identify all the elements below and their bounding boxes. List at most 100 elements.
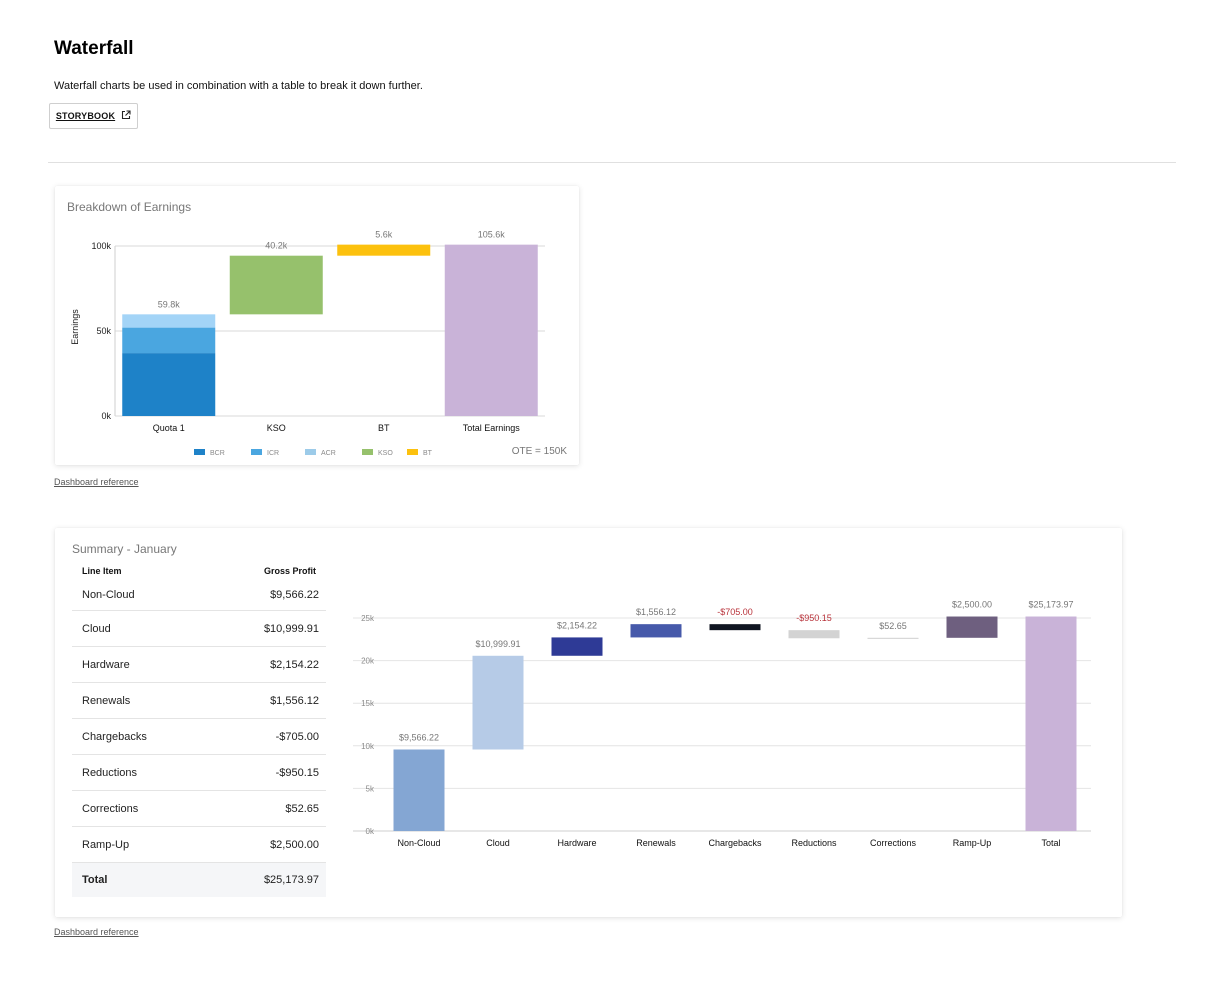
table-row: Cloud $10,999.91 xyxy=(72,611,326,647)
earnings-breakdown-card: Breakdown of Earnings Earnings OTE = 150… xyxy=(55,186,579,465)
bar-segment-icr xyxy=(122,327,216,354)
x-tick-label: Non-Cloud xyxy=(397,838,440,848)
storybook-label: STORYBOOK xyxy=(55,111,116,121)
gross-profit-cell: -$705.00 xyxy=(275,730,319,743)
x-tick-label: Renewals xyxy=(636,838,676,848)
bar-value-label: $52.65 xyxy=(879,621,907,631)
x-tick-label: BT xyxy=(378,423,390,433)
y-axis-title: Earnings xyxy=(70,309,80,345)
y-tick-label: 20k xyxy=(361,657,375,666)
table-header: Line Item Gross Profit xyxy=(72,566,326,580)
x-tick-label: Total xyxy=(1041,838,1060,848)
waterfall-bar-non-cloud xyxy=(393,749,445,831)
waterfall-bar-reductions xyxy=(788,630,840,639)
dashboard-reference-link-1[interactable]: Dashboard reference xyxy=(54,477,139,487)
summary-waterfall-chart: 0k 5k 10k 15k 20k 25k $9,566.22 Non-Cloud $10,99… xyxy=(353,600,1091,848)
bar-segment-total xyxy=(444,244,538,416)
line-item-cell: Corrections xyxy=(82,802,139,815)
line-item-cell: Chargebacks xyxy=(82,730,147,743)
x-tick-label: Reductions xyxy=(791,838,837,848)
bar-total-label: 40.2k xyxy=(265,241,288,251)
x-tick-label: Cloud xyxy=(486,838,510,848)
legend-label: KSO xyxy=(378,450,393,457)
line-item-cell: Reductions xyxy=(82,766,138,779)
waterfall-bar-ramp-up xyxy=(946,616,998,638)
bar-segment-bcr xyxy=(122,353,216,416)
header-gross-profit: Gross Profit xyxy=(263,566,316,576)
x-tick-label: Corrections xyxy=(870,838,917,848)
bar-total-label: 105.6k xyxy=(478,230,506,240)
waterfall-bar-corrections xyxy=(867,637,919,639)
table-total-row: Total $25,173.97 xyxy=(72,863,326,897)
x-tick-label: Quota 1 xyxy=(153,423,185,433)
legend-item-icr: ICR xyxy=(251,449,279,457)
header-line-item: Line Item xyxy=(82,566,122,576)
gross-profit-cell: $10,999.91 xyxy=(263,622,319,635)
x-tick-label: Chargebacks xyxy=(708,838,762,848)
waterfall-bar-hardware xyxy=(551,637,603,656)
bar-value-label: -$705.00 xyxy=(717,607,753,617)
line-item-cell: Non-Cloud xyxy=(82,589,135,601)
waterfall-bar-cloud xyxy=(472,655,524,750)
legend-label: BT xyxy=(423,450,433,457)
dashboard-reference-link-2[interactable]: Dashboard reference xyxy=(54,927,139,937)
y-tick-label: 0k xyxy=(101,411,111,421)
legend-swatch xyxy=(194,449,205,455)
waterfall-bar-renewals xyxy=(630,624,682,638)
waterfall-bar-total xyxy=(1025,616,1077,831)
legend-item-kso: KSO xyxy=(362,449,393,457)
gross-profit-cell: $2,154.22 xyxy=(270,658,319,671)
x-tick-label: Hardware xyxy=(557,838,596,848)
waterfall-bar-chargebacks xyxy=(709,624,761,631)
x-tick-label: KSO xyxy=(267,423,286,433)
table-row: Renewals $1,556.12 xyxy=(72,683,326,719)
total-label: Total xyxy=(82,874,108,886)
legend-swatch xyxy=(305,449,316,455)
ote-note: OTE = 150K xyxy=(512,446,568,457)
table-row: Reductions -$950.15 xyxy=(72,755,326,791)
bar-value-label: $2,500.00 xyxy=(952,600,992,610)
bar-segment-bt xyxy=(337,244,431,256)
y-tick-label: 100k xyxy=(91,241,111,251)
line-item-cell: Hardware xyxy=(82,658,130,671)
y-tick-label: 5k xyxy=(366,784,375,793)
gross-profit-cell: $9,566.22 xyxy=(270,589,319,601)
legend-label: ICR xyxy=(267,450,279,457)
x-tick-label: Total Earnings xyxy=(463,423,521,433)
storybook-button[interactable]: STORYBOOK xyxy=(49,103,138,129)
y-tick-label: 15k xyxy=(361,699,375,708)
earnings-waterfall-chart: Earnings OTE = 150K 0k 50k 100k 59.8k Quota … xyxy=(70,230,568,457)
x-tick-label: Ramp-Up xyxy=(953,838,992,848)
table-row: Chargebacks -$705.00 xyxy=(72,719,326,755)
gross-profit-cell: $2,500.00 xyxy=(270,838,319,851)
table-row: Ramp-Up $2,500.00 xyxy=(72,827,326,863)
bar-total-label: 5.6k xyxy=(375,230,393,240)
y-tick-label: 50k xyxy=(96,326,111,336)
bar-total-label: 59.8k xyxy=(158,299,181,309)
table-row: Non-Cloud $9,566.22 xyxy=(72,580,326,611)
line-item-cell: Renewals xyxy=(82,694,131,707)
page-title: Waterfall xyxy=(54,38,134,59)
legend-swatch xyxy=(407,449,418,455)
y-tick-label: 10k xyxy=(361,742,375,751)
gross-profit-cell: $52.65 xyxy=(285,802,319,815)
gross-profit-cell: $1,556.12 xyxy=(270,694,319,707)
bar-value-label: -$950.15 xyxy=(796,613,832,623)
y-tick-label: 0k xyxy=(366,827,375,836)
section-divider xyxy=(48,162,1176,163)
bar-value-label: $1,556.12 xyxy=(636,607,676,617)
legend-swatch xyxy=(362,449,373,455)
legend-label: BCR xyxy=(210,450,225,457)
legend-swatch xyxy=(251,449,262,455)
card-title: Summary - January xyxy=(72,542,177,556)
summary-card: Summary - January Line Item Gross Profit… xyxy=(55,528,1122,917)
bar-value-label: $2,154.22 xyxy=(557,620,597,630)
bar-value-label: $10,999.91 xyxy=(475,639,520,649)
bar-value-label: $9,566.22 xyxy=(399,732,439,742)
y-tick-label: 25k xyxy=(361,614,375,623)
legend-label: ACR xyxy=(321,450,336,457)
external-link-icon xyxy=(121,110,131,122)
legend-item-bcr: BCR xyxy=(194,449,225,457)
bar-segment-kso xyxy=(229,255,323,315)
table-row: Corrections $52.65 xyxy=(72,791,326,827)
